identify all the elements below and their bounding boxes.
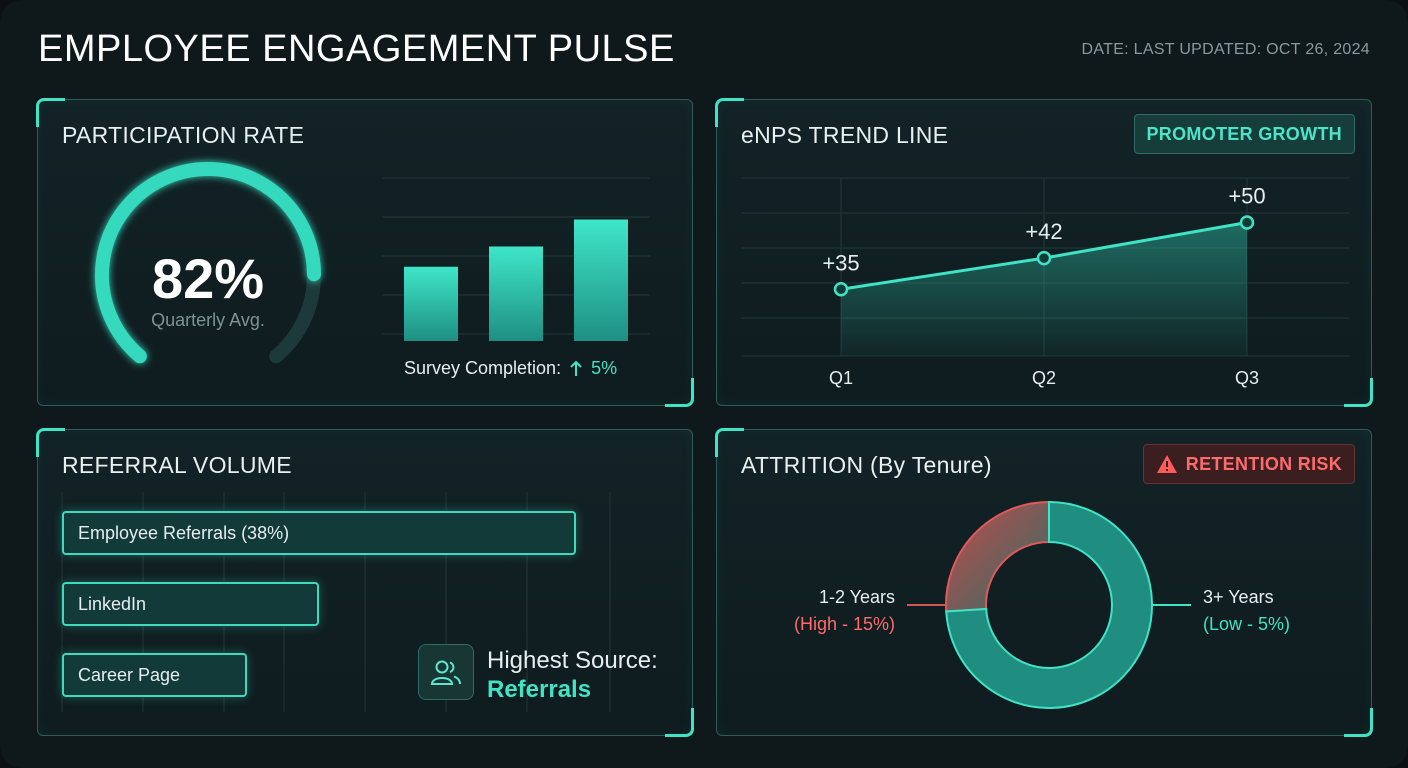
highest-source-label: Highest Source: <box>487 647 658 674</box>
panel-corner-accent <box>665 708 694 737</box>
donut-slice-3plus-years <box>945 500 1153 709</box>
gauge-value: 82% <box>151 247 265 310</box>
enps-title: eNPS TREND LINE <box>741 122 949 148</box>
page-title: EMPLOYEE ENGAGEMENT PULSE <box>38 28 675 70</box>
panel-corner-accent <box>665 378 694 407</box>
panel-corner-accent <box>36 98 65 127</box>
enps-tick-label: Q1 <box>829 368 853 388</box>
attrition-right-legend: 3+ Years (Low - 5%) <box>1203 584 1290 638</box>
enps-area <box>841 222 1247 356</box>
enps-chart: +35 Q1 +42 Q2 +50 Q3 <box>741 177 1349 388</box>
attrition-panel: ATTRITION (By Tenure) RETENTION RISK 1-2… <box>715 428 1373 737</box>
attrition-title: ATTRITION (By Tenure) <box>741 452 992 478</box>
panel-corner-accent <box>36 428 65 457</box>
enps-data-label: +50 <box>1228 184 1265 209</box>
enps-point <box>1036 250 1052 266</box>
highest-source-value: Referrals <box>487 676 592 703</box>
enps-tick-label: Q2 <box>1032 368 1056 388</box>
completion-bar <box>489 246 543 341</box>
tenure-1-2-value: (High - 15%) <box>793 614 895 634</box>
gauge-label: Quarterly Avg. <box>151 310 265 330</box>
referral-bar: LinkedIn <box>62 582 319 626</box>
enps-tick-label: Q3 <box>1235 368 1259 388</box>
referral-bar: Employee Referrals (38%) <box>62 511 576 555</box>
warning-icon <box>1156 455 1177 473</box>
attrition-left-legend: 1-2 Years (High - 15%) <box>787 584 895 638</box>
promoter-growth-badge: PROMOTER GROWTH <box>1133 114 1355 154</box>
users-icon <box>418 644 474 700</box>
panel-corner-accent <box>1344 378 1373 407</box>
survey-completion-value: 5% <box>591 358 618 378</box>
participation-visuals <box>95 162 650 364</box>
arrow-up-icon <box>570 360 582 376</box>
completion-bars <box>404 219 628 341</box>
enps-panel: eNPS TREND LINE PROMOTER GROWTH +35 Q1 +42… <box>715 98 1373 407</box>
participation-title: PARTICIPATION RATE <box>62 122 305 148</box>
panel-corner-accent <box>715 98 744 127</box>
participation-panel: PARTICIPATION RATE 82% Quarterly Avg. Su… <box>36 98 694 407</box>
enps-point <box>833 282 849 297</box>
enps-data-label: +35 <box>822 250 859 275</box>
tenure-3plus-label: 3+ Years <box>1203 587 1274 607</box>
enps-data-label: +42 <box>1025 219 1062 244</box>
referral-panel: REFERRAL VOLUME Employee Referrals (38%)… <box>36 428 694 737</box>
survey-completion-label: Survey Completion: <box>404 358 562 378</box>
tenure-3plus-value: (Low - 5%) <box>1203 614 1291 634</box>
referral-title: REFERRAL VOLUME <box>62 452 292 478</box>
panel-corner-accent <box>715 428 744 457</box>
completion-bar <box>574 219 628 341</box>
retention-risk-badge: RETENTION RISK <box>1142 444 1355 484</box>
highest-source: Highest Source: Referrals <box>487 646 658 704</box>
enps-point <box>1239 215 1255 230</box>
referral-bar: Career Page <box>62 653 247 697</box>
retention-risk-label: RETENTION RISK <box>1185 453 1342 474</box>
panel-corner-accent <box>1344 708 1373 737</box>
gauge-arc <box>95 162 321 364</box>
last-updated-date: DATE: LAST UPDATED: OCT 26, 2024 <box>1081 41 1370 58</box>
attrition-donut <box>907 500 1191 709</box>
tenure-1-2-label: 1-2 Years <box>818 587 895 607</box>
survey-completion: Survey Completion: 5% <box>404 358 617 379</box>
completion-bar <box>404 266 458 341</box>
donut-slice-1-2-years <box>945 500 1050 613</box>
